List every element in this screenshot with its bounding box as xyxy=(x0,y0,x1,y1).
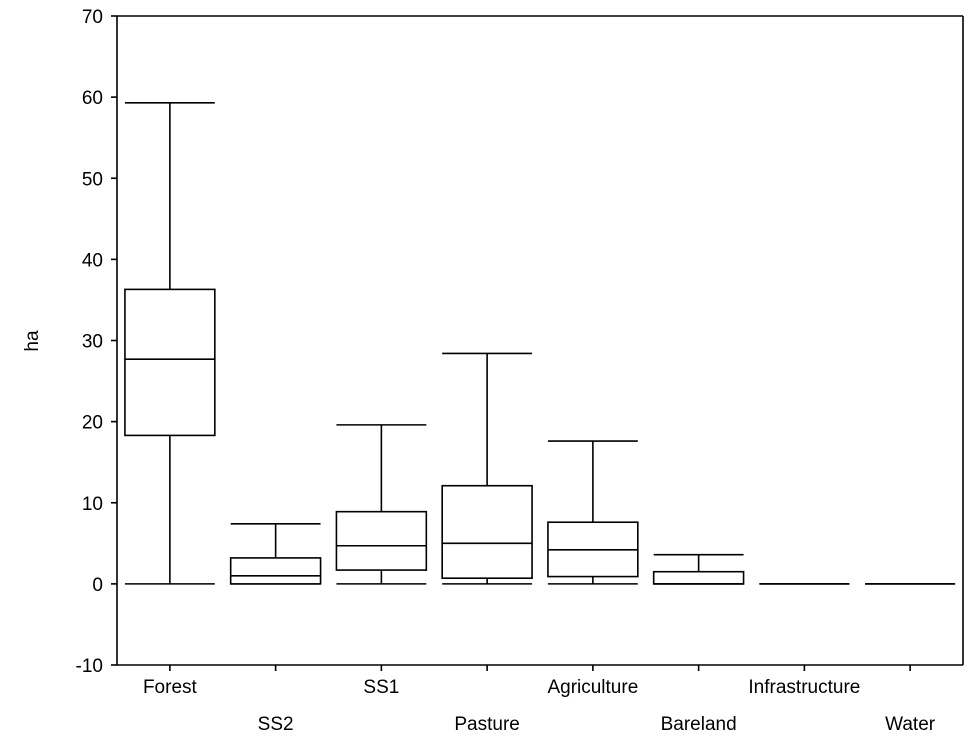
box-pasture xyxy=(441,352,533,585)
x-tick-label: Agriculture xyxy=(547,677,638,698)
y-axis: -10 0 10 20 30 40 50 60 70 xyxy=(76,7,117,677)
y-tick-label: 40 xyxy=(82,250,103,271)
x-tick-label: Forest xyxy=(143,677,198,698)
box-bareland xyxy=(652,553,745,585)
y-tick-label: 70 xyxy=(82,7,103,28)
box-forest xyxy=(124,102,216,585)
y-tick-label: 30 xyxy=(82,332,103,353)
x-tick-label: SS2 xyxy=(258,714,294,735)
y-tick-label: 60 xyxy=(82,88,103,109)
iqr-box xyxy=(229,557,322,585)
y-tick-label: 20 xyxy=(82,413,103,434)
x-axis: Forest SS2 SS1 Pasture Agriculture Bareland In… xyxy=(143,665,936,735)
y-tick-label: 10 xyxy=(82,494,103,515)
y-tick-label: -10 xyxy=(76,656,103,677)
y-axis-label: ha xyxy=(22,330,43,352)
iqr-box xyxy=(441,484,533,579)
box-agriculture xyxy=(547,440,639,585)
x-tick-label: SS1 xyxy=(363,677,399,698)
iqr-box xyxy=(652,570,745,585)
iqr-box xyxy=(124,288,216,437)
box-series xyxy=(124,102,956,585)
box-ss1 xyxy=(335,424,428,585)
x-tick-label: Bareland xyxy=(661,714,737,735)
x-tick-label: Infrastructure xyxy=(748,677,860,698)
iqr-box xyxy=(335,510,428,571)
x-tick-label: Pasture xyxy=(454,714,519,735)
box-ss2 xyxy=(229,523,322,585)
x-tick-label: Water xyxy=(885,714,936,735)
y-tick-label: 50 xyxy=(82,169,103,190)
y-tick-label: 0 xyxy=(92,575,103,596)
